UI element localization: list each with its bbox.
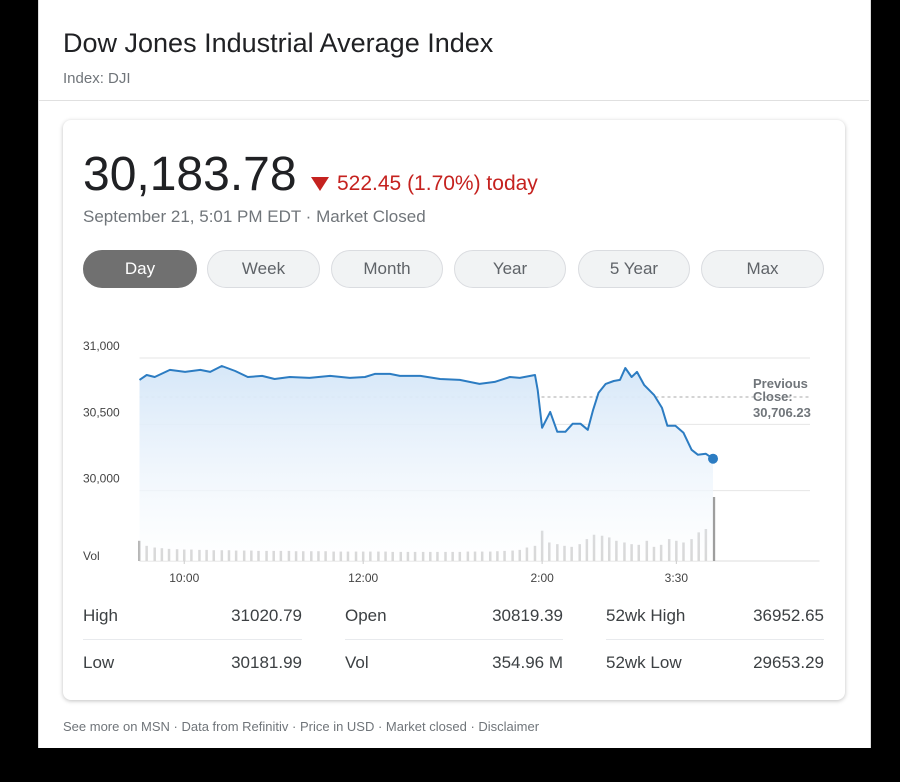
range-button[interactable]: Week [207,250,320,288]
range-button[interactable]: Day [83,250,197,288]
x-tick-label: 3:30 [665,571,689,585]
footer: See more on MSN · Data from Refinitiv · … [63,719,540,734]
x-tick-label: 12:00 [348,571,378,585]
x-tick-label: 10:00 [169,571,199,585]
range-button[interactable]: 5 Year [578,250,690,288]
divider [38,100,869,101]
timestamp: September 21, 5:01 PM EDT · Market Close… [83,207,426,226]
volume-label: Vol [83,549,100,563]
stat-label: 52wk Low [606,653,682,672]
y-tick-label: 30,000 [83,472,120,486]
stat-value: 36952.65 [753,606,824,625]
stat-label: Vol [345,653,369,672]
title: Dow Jones Industrial Average Index [63,28,494,58]
y-tick-label: 31,000 [83,339,120,353]
stat-value: 354.96 M [492,653,563,672]
price-change: 522.45 (1.70%) today [337,172,538,195]
stat-label: High [83,606,118,625]
range-button[interactable]: Month [331,250,443,288]
stat-value: 31020.79 [231,606,302,625]
stat-rule [606,639,824,640]
down-arrow [311,177,329,191]
previous-close-value: 30,706.23 [753,405,811,420]
range-button[interactable]: Year [454,250,566,288]
price-line [138,365,714,460]
stat-rule [345,639,563,640]
x-tick-label: 2:00 [530,571,554,585]
stat-value: 29653.29 [753,653,824,672]
subtitle: Index: DJI [63,70,131,87]
stat-value: 30181.99 [231,653,302,672]
y-tick-label: 30,500 [83,405,120,419]
stat-label: Low [83,653,115,672]
stat-rule [83,639,302,640]
stat-label: Open [345,606,387,625]
volume-bar [712,497,716,561]
range-button[interactable]: Max [701,250,824,288]
area [139,366,713,561]
price: 30,183.78 [83,148,297,201]
stat-value: 30819.39 [492,606,563,625]
last-point [708,453,719,464]
previous-close-label: Previous Close: [753,376,808,404]
stat-label: 52wk High [606,606,686,625]
